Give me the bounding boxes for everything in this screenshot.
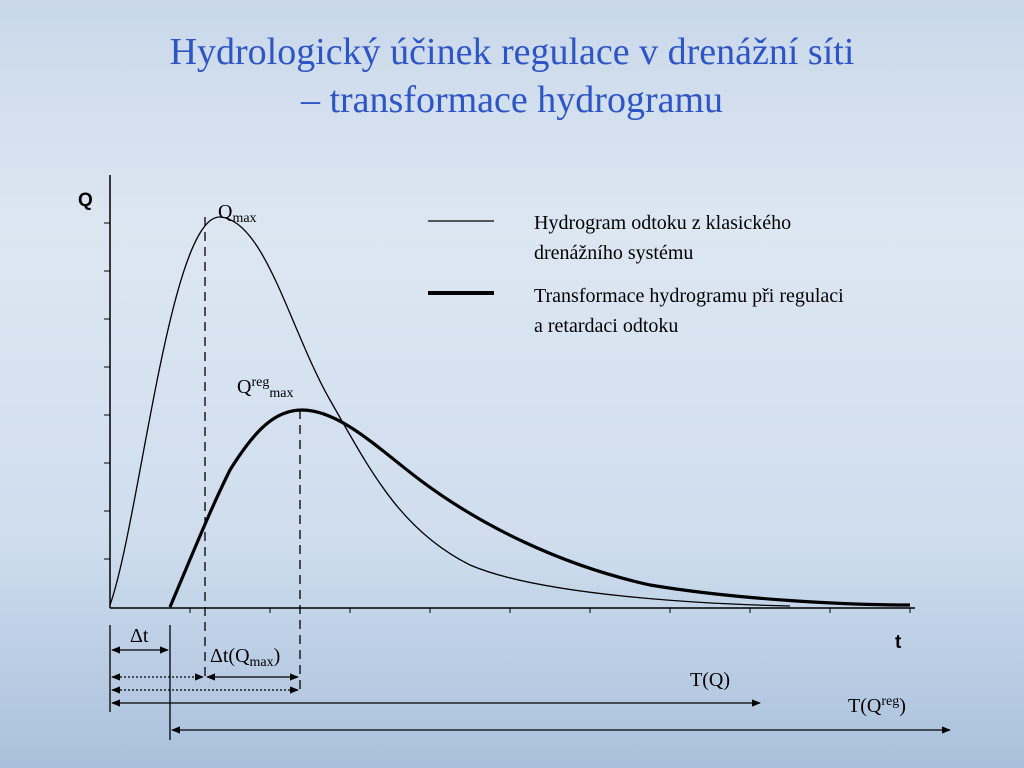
axes [104, 175, 915, 613]
annotation: T(Q) [690, 669, 730, 691]
legend-text: drenážního systému [534, 242, 693, 264]
x-axis-label: t [895, 632, 902, 653]
annotation: Qregmax [237, 375, 293, 401]
annotation-part: reg [251, 375, 269, 390]
curve-regulated [168, 408, 911, 608]
annotation-part: max [269, 386, 293, 401]
title-line: Hydrologický účinek regulace v drenážní … [169, 31, 855, 73]
annotation-part: ) [274, 645, 281, 667]
annotation: Δt(Qmax) [210, 645, 280, 670]
annotation-part: T(Q [848, 695, 882, 717]
guides [109, 217, 301, 740]
annotation-part: max [250, 655, 274, 670]
y-axis-label: Q [78, 190, 93, 211]
legend-text: Transformace hydrogramu při regulaci [534, 285, 844, 307]
annotation: T(Qreg) [848, 694, 906, 717]
annotation-part: ) [899, 695, 906, 717]
annotation-part: max [232, 211, 256, 226]
legend-text: a retardaci odtoku [534, 315, 678, 337]
annotation: Δt [130, 625, 149, 647]
legend-text: Hydrogram odtoku z klasického [534, 212, 791, 234]
annotation-part: reg [881, 694, 899, 709]
arrows [111, 646, 951, 734]
annotation-part: Q [218, 201, 233, 223]
title-line: – transformace hydrogramu [300, 79, 724, 121]
annotation-part: Δt(Q [210, 645, 250, 667]
curve-classic [109, 216, 791, 607]
title: Hydrologický účinek regulace v drenážní … [20, 28, 1004, 124]
annotation-part: Q [237, 376, 252, 398]
annotation: Qmax [218, 201, 257, 226]
